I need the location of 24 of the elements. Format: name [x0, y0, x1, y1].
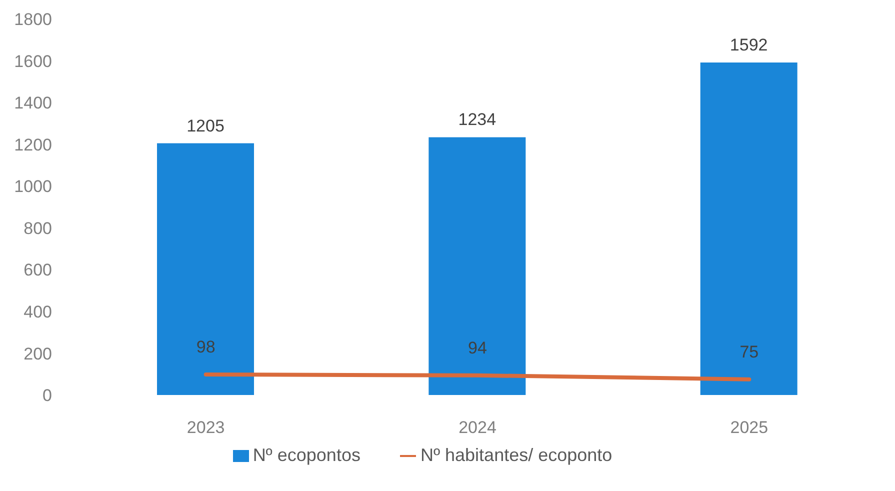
y-tick-label: 1200: [14, 135, 52, 154]
y-tick-label: 400: [24, 302, 52, 322]
y-tick-label: 200: [24, 344, 52, 364]
x-tick-label: 2023: [186, 418, 225, 438]
y-tick-label: 800: [24, 218, 52, 238]
y-tick-label: 1400: [14, 94, 52, 113]
data-label: 94: [468, 338, 487, 358]
bar: [428, 137, 526, 395]
legend-label: Nº habitantes/ ecoponto: [420, 445, 612, 465]
bar: [157, 143, 254, 395]
x-tick-label: 2025: [730, 418, 768, 438]
y-tick-label: 1000: [14, 177, 52, 196]
data-label: 1205: [186, 116, 224, 136]
y-tick-label: 1800: [14, 10, 52, 30]
y-tick-label: 600: [24, 260, 52, 280]
y-tick-label: 0: [42, 386, 52, 406]
data-label: 98: [196, 338, 216, 357]
x-tick-label: 2024: [458, 418, 496, 438]
bar: [700, 62, 798, 395]
data-label: 1234: [458, 110, 496, 130]
legend-label: Nº ecopontos: [252, 445, 360, 465]
data-label: 75: [740, 342, 759, 362]
data-label: 1592: [730, 35, 768, 54]
y-tick-label: 1600: [14, 52, 52, 71]
